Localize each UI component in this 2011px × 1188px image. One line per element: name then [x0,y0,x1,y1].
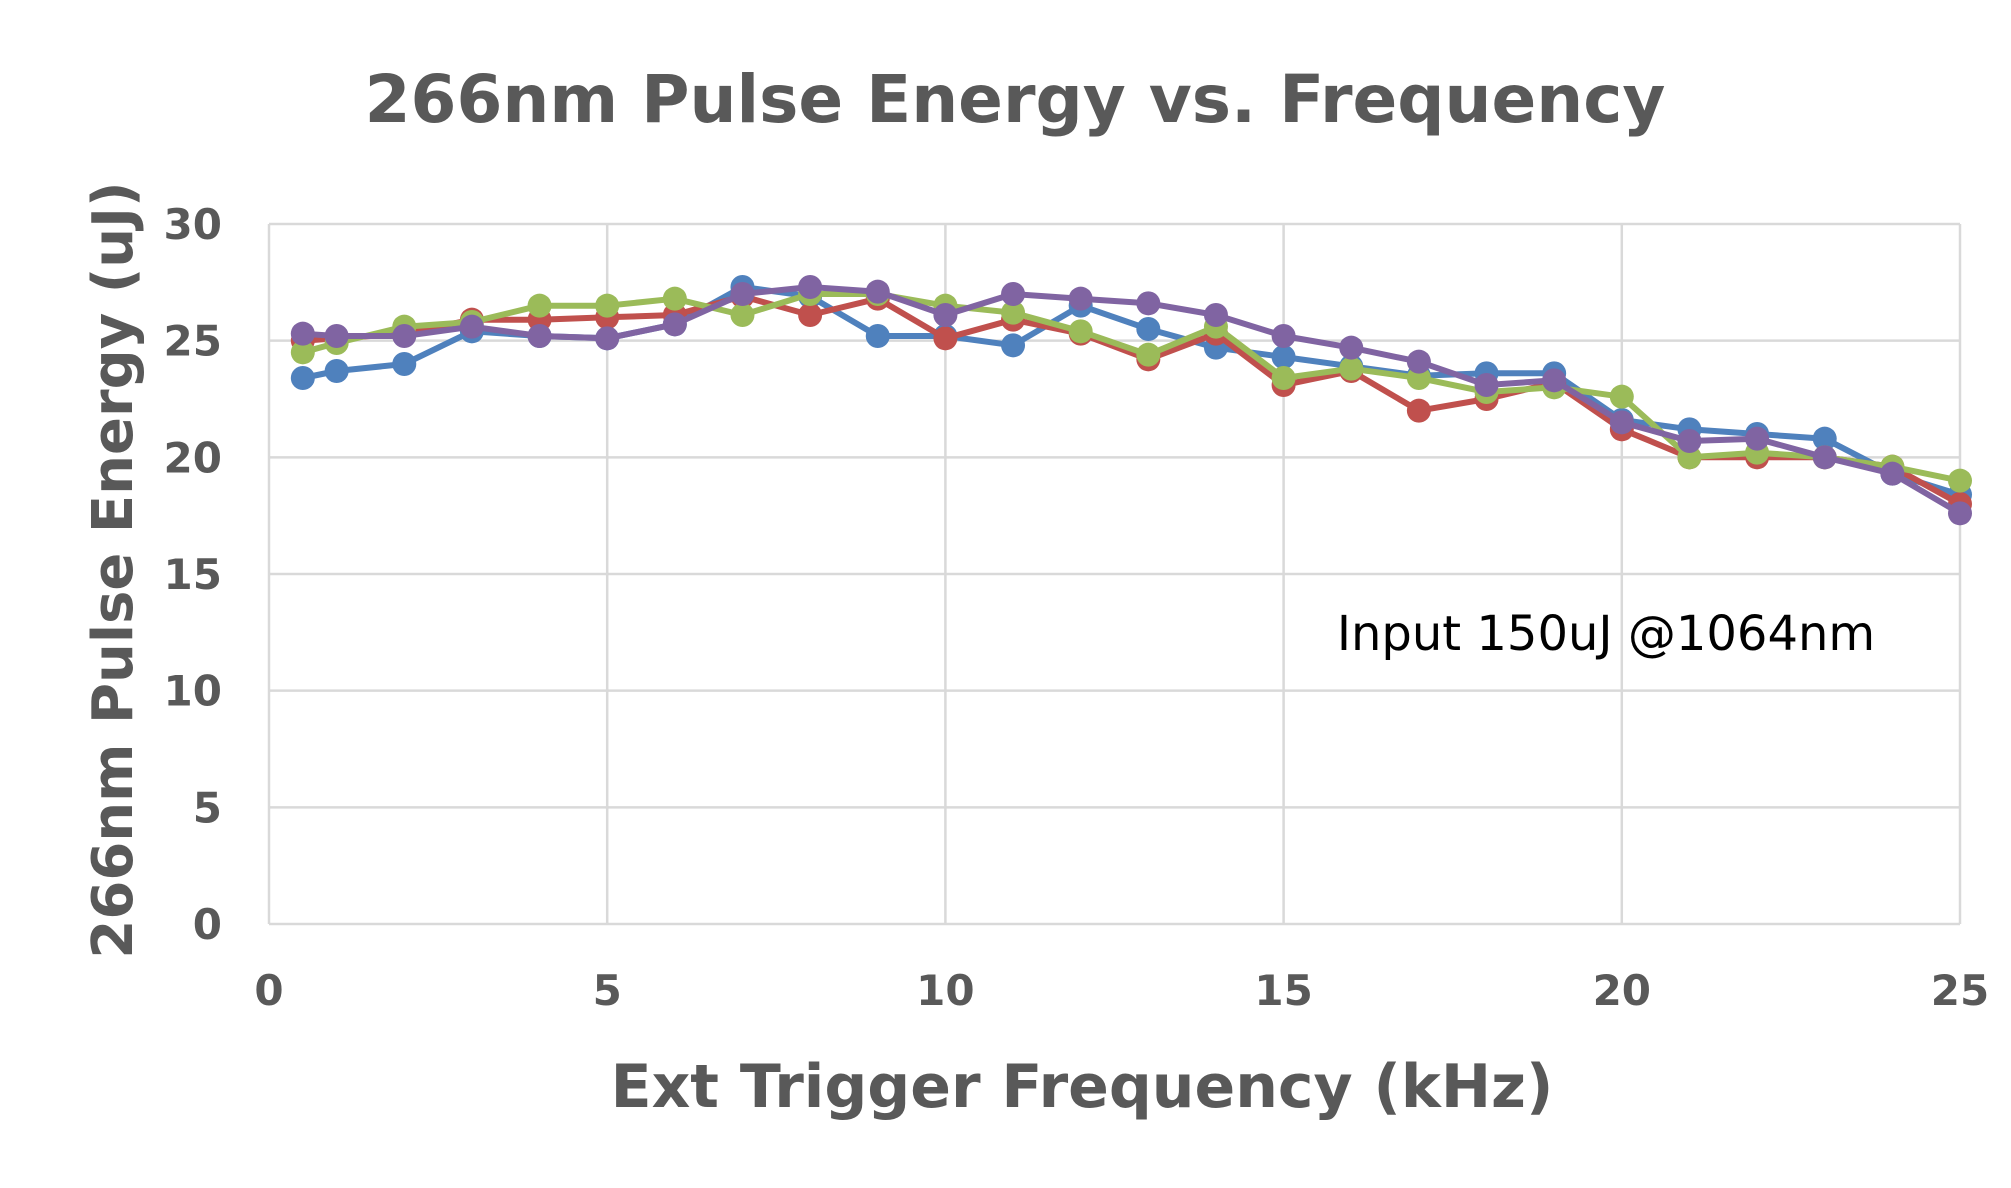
data-point [1339,335,1364,360]
data-point [933,326,958,351]
chart-title: 266nm Pulse Energy vs. Frequency [365,61,1666,138]
data-point [1136,342,1161,367]
data-point [1339,356,1364,381]
data-point [1948,501,1972,526]
data-point [1136,317,1161,341]
data-point [459,314,484,339]
data-point [527,293,552,318]
data-point [1948,468,1972,493]
data-point [1474,373,1499,397]
data-point [392,324,417,348]
y-tick-label: 25 [164,317,222,366]
y-tick-label: 0 [193,900,222,949]
data-point [527,324,552,348]
data-point [1609,410,1634,435]
data-point [1001,300,1026,325]
series-2 [290,284,1972,516]
data-point [595,293,620,318]
x-tick-label: 5 [593,966,622,1015]
data-point [730,282,755,306]
data-point [1136,291,1161,316]
data-point [933,303,958,327]
data-point [662,312,687,337]
y-tick-label: 10 [164,667,222,716]
data-point [1271,324,1296,348]
grid [267,222,1962,926]
data-point [662,286,687,311]
data-point [290,366,315,390]
data-point [865,279,890,304]
series-3 [290,282,1972,493]
y-tick-label: 20 [164,433,222,482]
x-tick-label: 10 [916,966,974,1015]
data-point [1271,345,1296,369]
annotation-text: Input 150uJ @1064nm [1337,606,1875,662]
x-axis-label: Ext Trigger Frequency (kHz) [611,1052,1554,1122]
data-point [1880,461,1905,486]
data-point [1068,319,1093,344]
data-point [595,326,620,351]
data-point [1812,426,1837,451]
data-point [1406,349,1431,374]
series-line [299,293,1963,507]
data-point [730,303,755,327]
x-tick-label: 20 [1593,966,1651,1015]
data-point [1745,426,1770,451]
data-point [1068,286,1093,311]
data-point [798,275,823,299]
data-point [1271,366,1296,390]
data-point [1203,303,1228,327]
data-point [290,321,315,346]
data-point [1609,384,1634,409]
y-axis-label: 266nm Pulse Energy (uJ) [81,181,146,958]
data-point [1542,368,1567,393]
data-point [324,359,349,383]
y-tick-label: 5 [193,783,222,832]
x-tick-label: 0 [254,966,283,1015]
x-axis-ticks: 0 5 10 15 20 25 [254,966,1989,1015]
y-tick-label: 15 [164,550,222,599]
x-tick-label: 25 [1931,966,1989,1015]
data-point [290,340,315,365]
data-point [1001,333,1026,358]
data-point [798,303,823,327]
data-point [1677,429,1702,453]
data-point [1812,445,1837,470]
data-point [1406,398,1431,423]
data-point [1001,282,1026,306]
data-point [392,352,417,376]
x-tick-label: 15 [1254,966,1312,1015]
series-4 [290,275,1972,526]
data-point [324,324,349,348]
y-axis-ticks: 0 5 10 15 20 25 30 [164,200,222,949]
series-group [290,275,1972,526]
data-point [865,324,890,348]
y-tick-label: 30 [164,200,222,249]
